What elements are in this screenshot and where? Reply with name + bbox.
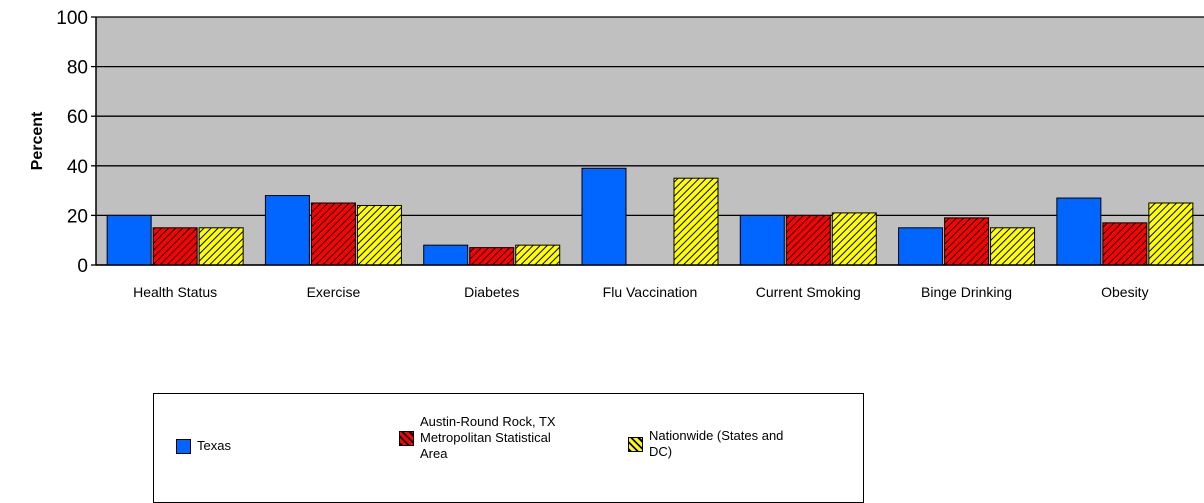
- bar-nationwide: [198, 227, 244, 266]
- bar-texas: [1056, 197, 1102, 266]
- chart: 0 20 40 60 80 100 Health Status Exercise Diabete…: [29, 8, 1204, 300]
- bar-nationwide: [673, 177, 719, 266]
- y-axis-label: Percent: [29, 111, 46, 170]
- bar-austin: [469, 247, 515, 266]
- y-tick-label: 80: [67, 58, 88, 79]
- x-tick-label: Health Status: [133, 284, 217, 300]
- legend-label-nationwide: Nationwide (States and DC): [649, 428, 784, 459]
- bar-nationwide: [990, 227, 1036, 266]
- legend-item-nationwide: Nationwide (States and DC): [628, 428, 783, 460]
- x-tick-label: Obesity: [1101, 284, 1148, 300]
- bar-texas: [739, 214, 785, 266]
- bar-texas: [423, 244, 469, 266]
- legend-item-texas: Texas: [176, 438, 231, 454]
- bar-austin: [785, 214, 831, 266]
- plot-area: [96, 17, 1204, 265]
- bar-texas: [898, 227, 944, 266]
- legend: Texas Austin-Round Rock, TX Metropolitan…: [153, 393, 864, 503]
- legend-item-austin: Austin-Round Rock, TX Metropolitan Stati…: [399, 414, 556, 462]
- legend-label-texas: Texas: [197, 438, 231, 453]
- x-tick-label: Diabetes: [464, 284, 519, 300]
- legend-swatch-austin: [399, 430, 414, 446]
- bar-nationwide: [831, 212, 877, 266]
- y-tick-label: 40: [67, 157, 88, 178]
- x-tick-label: Current Smoking: [756, 284, 861, 300]
- legend-label-austin: Austin-Round Rock, TX Metropolitan Stati…: [420, 414, 556, 461]
- bar-texas: [581, 167, 627, 266]
- legend-swatch-nationwide: [628, 436, 643, 452]
- bar-nationwide: [1148, 202, 1194, 266]
- bar-austin: [152, 227, 198, 266]
- legend-swatch-texas: [176, 438, 191, 454]
- x-tick-label: Binge Drinking: [921, 284, 1012, 300]
- y-tick-label: 60: [67, 107, 88, 128]
- y-tick-label: 100: [56, 8, 88, 29]
- y-tick-label: 0: [77, 256, 88, 277]
- bar-nationwide: [515, 244, 561, 266]
- y-tick-label: 20: [67, 206, 88, 227]
- bar-austin: [944, 217, 990, 266]
- bar-austin: [310, 202, 356, 266]
- bar-texas: [106, 214, 152, 266]
- bar-austin: [1102, 222, 1148, 266]
- bar-nationwide: [356, 204, 402, 266]
- x-tick-label: Flu Vaccination: [603, 284, 698, 300]
- x-tick-label: Exercise: [307, 284, 361, 300]
- bar-texas: [264, 195, 310, 266]
